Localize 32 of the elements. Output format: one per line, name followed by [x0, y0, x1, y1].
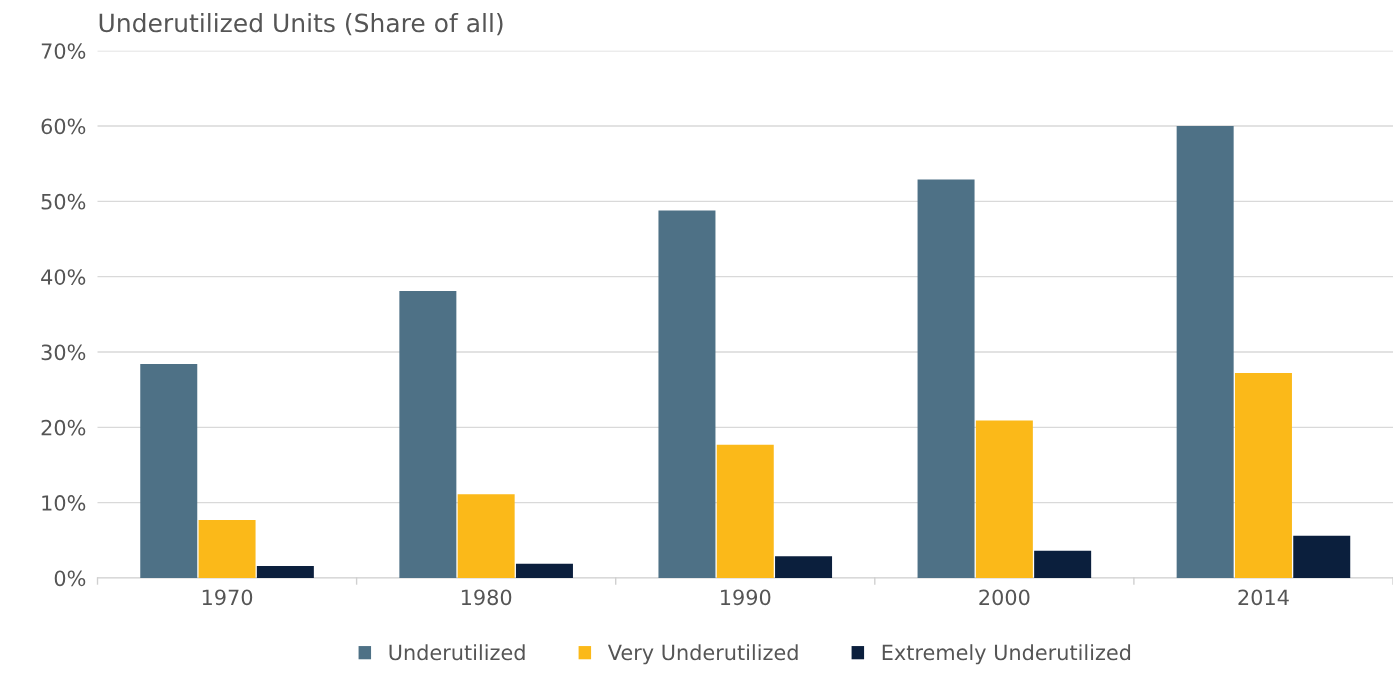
bar: [1234, 373, 1292, 578]
x-tick-label: 2014: [1238, 589, 1289, 606]
bar: [515, 563, 573, 578]
legend-label: Underutilized: [389, 644, 525, 661]
bar: [256, 565, 314, 578]
x-tick-label: 1980: [461, 589, 512, 606]
bar: [917, 179, 975, 578]
y-tick-label: 70%: [41, 43, 86, 59]
legend-label: Extremely Underutilized: [882, 644, 1131, 665]
bar: [457, 494, 515, 578]
x-tick-label: 2000: [979, 589, 1030, 606]
y-tick-label: 50%: [41, 193, 86, 210]
bar: [1176, 126, 1234, 578]
bar: [1293, 535, 1351, 578]
bar: [399, 290, 457, 578]
y-tick-label: 40%: [41, 269, 86, 285]
y-tick-label: 30%: [41, 344, 86, 361]
bar: [140, 364, 198, 578]
y-tick-label: 20%: [41, 419, 86, 436]
bar: [658, 210, 716, 578]
x-tick-label: 1990: [721, 589, 771, 606]
bar: [198, 519, 256, 578]
bar: [716, 444, 774, 578]
bar: [775, 556, 833, 578]
x-tick-label: 1970: [202, 589, 253, 606]
legend-label: Very Underutilized: [607, 644, 798, 665]
bar: [975, 420, 1033, 578]
chart-title: Underutilized Units (Share of all): [99, 12, 503, 36]
bar: [1034, 550, 1092, 578]
y-tick-label: 60%: [41, 118, 86, 135]
y-tick-label: 10%: [42, 495, 86, 511]
y-tick-label: 0%: [54, 570, 86, 587]
